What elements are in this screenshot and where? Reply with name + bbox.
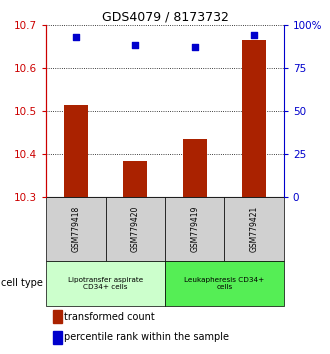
Point <box>251 32 257 38</box>
Point <box>133 42 138 48</box>
Title: GDS4079 / 8173732: GDS4079 / 8173732 <box>102 11 228 24</box>
Bar <box>53 310 62 323</box>
Bar <box>123 161 147 197</box>
Text: Leukapheresis CD34+
cells: Leukapheresis CD34+ cells <box>184 277 265 290</box>
Point <box>73 34 79 40</box>
Bar <box>183 139 207 197</box>
Text: GSM779421: GSM779421 <box>249 206 259 252</box>
Bar <box>242 40 266 197</box>
Text: transformed count: transformed count <box>64 312 154 322</box>
Text: GSM779418: GSM779418 <box>71 206 81 252</box>
Text: Lipotransfer aspirate
CD34+ cells: Lipotransfer aspirate CD34+ cells <box>68 277 143 290</box>
Point <box>192 44 197 50</box>
Bar <box>46 197 106 261</box>
Text: percentile rank within the sample: percentile rank within the sample <box>64 332 229 342</box>
Bar <box>53 331 62 344</box>
Bar <box>165 197 224 261</box>
Bar <box>46 261 165 306</box>
Text: cell type: cell type <box>1 278 43 289</box>
Text: GSM779419: GSM779419 <box>190 206 199 252</box>
Bar <box>64 104 88 197</box>
Bar <box>106 197 165 261</box>
Bar <box>224 197 284 261</box>
Text: GSM779420: GSM779420 <box>131 206 140 252</box>
Bar <box>165 261 284 306</box>
